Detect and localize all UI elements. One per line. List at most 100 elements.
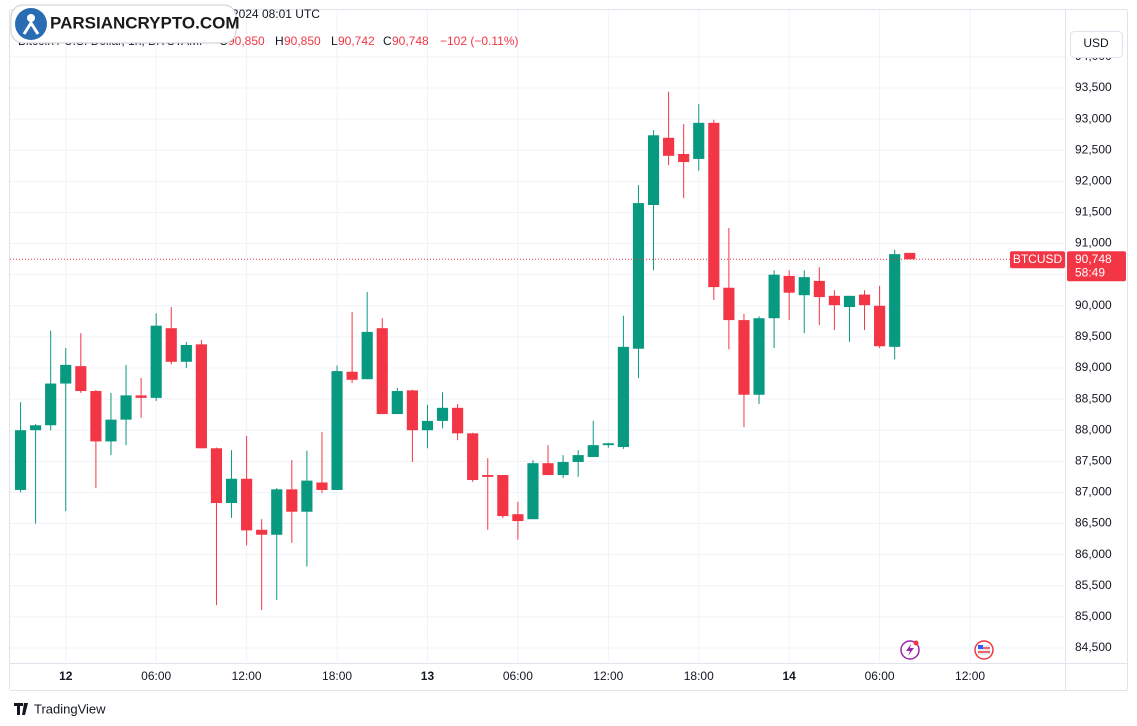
candle-body — [30, 425, 42, 431]
candle-body — [421, 420, 434, 431]
candle-body — [301, 480, 313, 512]
candle-body — [738, 320, 750, 395]
y-tick-label: 84,500 — [1075, 640, 1112, 654]
candle-body — [587, 445, 599, 457]
x-tick-label: 06:00 — [141, 669, 171, 683]
candle-body — [904, 252, 916, 260]
candle-body — [241, 478, 253, 531]
y-tick-label: 85,500 — [1075, 578, 1112, 592]
footer-brand: TradingView — [34, 701, 106, 716]
ohlc-value: 90,748 — [392, 34, 429, 48]
candle-body — [346, 371, 358, 380]
y-tick-label: 92,000 — [1075, 174, 1112, 188]
watermark-logo-shape — [22, 20, 40, 35]
watermark-text: PARSIANCRYPTO.COM — [50, 13, 240, 32]
ohlc-value: 90,742 — [338, 34, 375, 48]
ohlc-value: 90,850 — [284, 34, 321, 48]
candles — [14, 91, 916, 611]
candle-body — [843, 295, 856, 308]
candle-body — [361, 331, 373, 380]
candle-body — [225, 478, 238, 504]
candle-body — [813, 280, 825, 298]
ohlc-label: C — [383, 34, 392, 48]
y-tick-label: 90,000 — [1075, 298, 1112, 312]
y-tick-label: 89,000 — [1075, 360, 1112, 374]
y-tick-label: 89,500 — [1075, 329, 1112, 343]
event-icon-bolt — [906, 644, 914, 656]
candle-body — [708, 122, 720, 288]
event-icon-dot — [913, 640, 919, 646]
candle-body — [180, 344, 192, 362]
watermark-logo-dot — [27, 14, 35, 22]
candle-body — [165, 328, 177, 362]
candle-body — [376, 328, 388, 415]
y-tick-label: 86,500 — [1075, 516, 1112, 530]
chart-frame — [9, 9, 1128, 691]
candle-body — [783, 275, 795, 293]
candle-body — [467, 433, 479, 480]
candle-body — [512, 514, 524, 522]
candle-body — [557, 461, 569, 476]
candle-body — [798, 277, 810, 296]
candle-body — [120, 395, 132, 420]
candle-body — [286, 489, 298, 512]
watermark: PARSIANCRYPTO.COM — [10, 4, 240, 44]
candle-body — [45, 383, 57, 426]
candle-body — [663, 137, 675, 156]
candle-body — [723, 287, 735, 321]
candle-body — [316, 482, 328, 490]
x-tick-label: 12:00 — [232, 669, 262, 683]
price-change: −102 (−0.11%) — [440, 34, 519, 48]
candle-body — [195, 344, 207, 449]
x-tick-label: 06:00 — [503, 669, 533, 683]
candle-body — [256, 529, 268, 535]
candle-body — [135, 395, 147, 398]
watermark-badge — [10, 4, 237, 44]
candle-body — [874, 305, 886, 347]
candle-body — [858, 294, 871, 306]
candle-body — [828, 295, 840, 306]
candle-body — [647, 135, 660, 205]
candle-body — [572, 455, 584, 462]
symbol-tag-label: BTCUSD — [1013, 252, 1063, 266]
y-tick-label: 88,500 — [1075, 391, 1112, 405]
y-tick-label: 87,000 — [1075, 485, 1112, 499]
candle-body — [14, 430, 27, 490]
y-tick-label: 91,500 — [1075, 205, 1112, 219]
candle-body — [889, 254, 901, 347]
candle-body — [436, 407, 449, 421]
candle-body — [210, 448, 223, 504]
candle-body — [753, 318, 765, 395]
x-tick-label: 13 — [421, 669, 435, 683]
candle-body — [150, 325, 162, 398]
candle-body — [90, 391, 102, 442]
currency-label[interactable]: USD — [1083, 36, 1109, 50]
price-tag-countdown: 58:49 — [1075, 265, 1105, 279]
candle-body — [271, 489, 283, 535]
x-tick-label: 12 — [59, 669, 73, 683]
footer-logo — [14, 703, 28, 715]
y-tick-label: 92,500 — [1075, 142, 1112, 156]
flag-icon — [978, 645, 990, 655]
y-tick-label: 88,000 — [1075, 422, 1112, 436]
candle-body — [678, 153, 690, 163]
candle-body — [497, 475, 509, 517]
candle-body — [60, 364, 72, 384]
candle-body — [75, 366, 87, 392]
x-tick-label: 12:00 — [955, 669, 985, 683]
y-tick-label: 93,500 — [1075, 80, 1112, 94]
candle-body — [331, 371, 343, 490]
currency-button[interactable] — [1070, 31, 1123, 58]
price-tag-value: 90,748 — [1075, 252, 1112, 266]
y-tick-label: 93,000 — [1075, 111, 1112, 125]
candle-body — [632, 203, 645, 349]
candle-body — [406, 390, 418, 431]
candle-body — [542, 463, 554, 476]
ohlc-value: 90,850 — [228, 34, 265, 48]
candle-body — [617, 346, 629, 448]
candle-body — [105, 419, 117, 442]
x-tick-label: 14 — [782, 669, 796, 683]
y-tick-label: 86,000 — [1075, 547, 1112, 561]
